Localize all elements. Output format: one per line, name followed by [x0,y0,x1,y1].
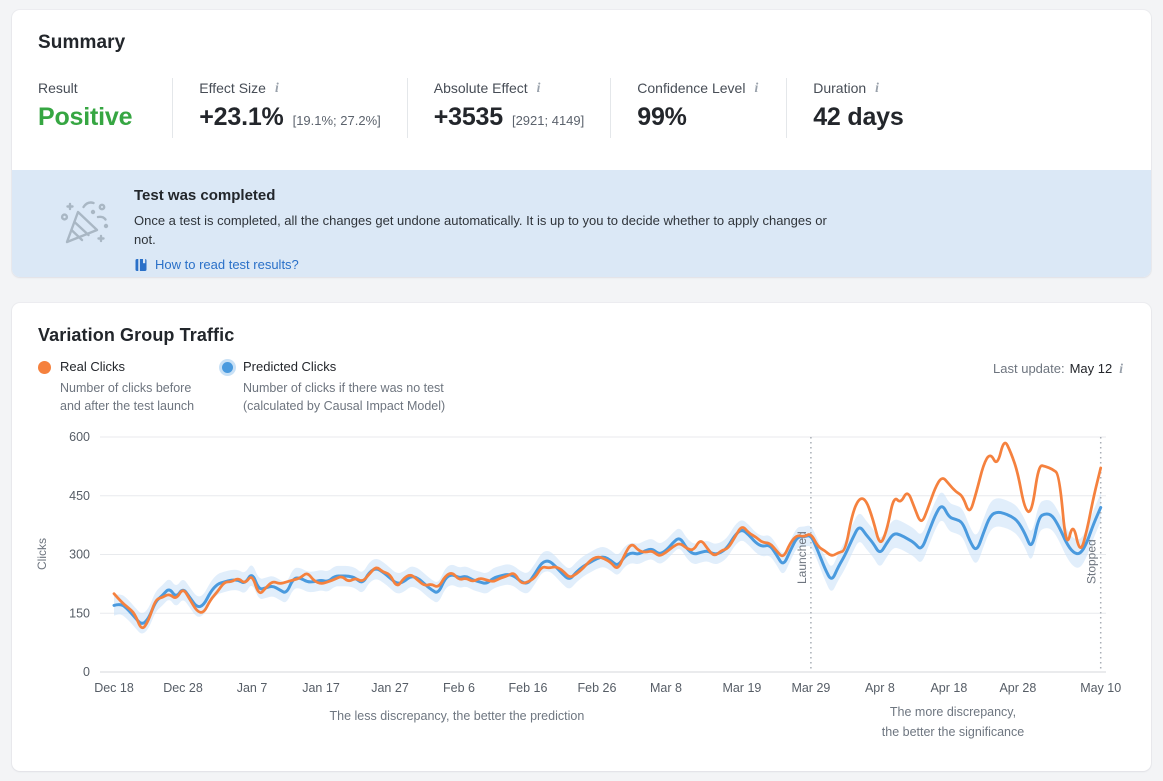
annotation-line: The more discrepancy, [890,705,1016,719]
metric-absolute-effect-value: +3535 [433,103,503,131]
summary-card: Summary Result Positive Effect Size i +2… [12,10,1151,277]
metric-effect-size: Effect Size i +23.1% [19.1%; 27.2%] [172,78,406,138]
metric-confidence-level-label: Confidence Level [637,80,746,96]
traffic-card: Variation Group Traffic Real Clicks Numb… [12,303,1151,771]
book-icon [135,258,147,271]
last-update-label: Last update: [993,361,1065,376]
metric-duration-value: 42 days [813,103,904,131]
metric-confidence-level: Confidence Level i 99% [610,78,786,138]
info-icon[interactable]: i [1119,360,1123,376]
metric-effect-size-value: +23.1% [199,103,284,131]
metric-duration-label: Duration [813,80,867,96]
legend-real-name: Real Clicks [60,359,126,374]
banner-text: Test was completed Once a test is comple… [134,187,839,272]
traffic-card-title: Variation Group Traffic [38,325,235,345]
y-tick-label: 150 [69,606,90,620]
real-line [112,441,1103,630]
x-tick-label: Dec 28 [163,681,203,695]
x-axis-labels: Dec 18 Dec 28 Jan 7 Jan 17 Jan 27 Feb 6 Feb 16… [94,681,1121,695]
x-tick-label: Dec 18 [94,681,134,695]
x-tick-label: Apr 18 [930,681,967,695]
banner-body: Once a test is completed, all the change… [134,213,827,247]
y-axis-title: Clicks [36,538,49,570]
legend-real-desc: Number of clicks before and after the te… [60,381,195,413]
predicted-clicks-dot-icon [222,362,233,373]
stopped-marker: Stopped [1085,437,1102,672]
x-tick-label: Jan 17 [302,681,340,695]
traffic-chart: 0 150 300 450 600 Clicks Launched Stopped Dec 18… [36,430,1121,739]
last-update-value: May 12 [1069,361,1113,376]
legend-predicted-name: Predicted Clicks [243,359,337,374]
metric-absolute-effect-ci: [2921; 4149] [511,113,585,128]
metric-duration: Duration i 42 days [786,78,929,138]
metric-absolute-effect: Absolute Effect i +3535 [2921; 4149] [406,78,611,138]
annotation-line: the better the significance [882,725,1024,739]
marker-label: Stopped [1085,539,1099,584]
x-tick-label: Mar 8 [650,681,682,695]
metric-result-label: Result [38,80,78,96]
info-icon[interactable]: i [274,80,279,96]
y-tick-label: 600 [69,430,90,444]
metric-effect-size-label: Effect Size [199,80,266,96]
x-tick-label: May 10 [1080,681,1121,695]
chart-legend: Real Clicks Number of clicks before and … [38,359,1125,415]
predicted-line [112,505,1103,625]
legend-item-real: Real Clicks Number of clicks before and … [38,359,218,415]
x-tick-label: Apr 28 [999,681,1036,695]
info-icon[interactable]: i [536,80,541,96]
summary-title: Summary [38,32,126,53]
annotation: The less discrepancy, the better the pre… [330,709,585,723]
info-icon[interactable]: i [875,80,879,96]
legend-item-predicted: Predicted Clicks Number of clicks if the… [218,359,478,415]
confidence-band [114,492,1101,634]
x-tick-label: Feb 16 [509,681,548,695]
metric-effect-size-ci: [19.1%; 27.2%] [292,113,381,128]
last-update: Last update: May 12 i [993,361,1125,376]
y-tick-label: 450 [69,489,90,503]
launched-marker: Launched [795,437,812,672]
annotation: The more discrepancy, the better the sign… [882,705,1024,739]
real-clicks-dot-icon [38,361,51,374]
how-to-read-link[interactable]: How to read test results? [155,257,299,272]
metric-result: Result Positive [38,78,172,138]
x-tick-label: Mar 19 [722,681,761,695]
summary-metrics: Result Positive Effect Size i +23.1% [19… [38,78,1125,138]
metric-absolute-effect-label: Absolute Effect [433,80,528,96]
x-tick-label: Feb 6 [443,681,475,695]
annotation-line: The less discrepancy, the better the pre… [330,709,585,723]
completion-banner: Test was completed Once a test is comple… [12,170,1151,277]
x-tick-label: Feb 26 [578,681,617,695]
x-tick-label: Apr 8 [865,681,895,695]
x-tick-label: Jan 27 [371,681,409,695]
metric-confidence-level-value: 99% [637,103,687,131]
banner-title: Test was completed [134,187,276,204]
metric-result-value: Positive [38,103,133,131]
x-tick-label: Mar 29 [791,681,830,695]
y-tick-label: 300 [69,548,90,562]
y-tick-label: 0 [83,665,90,679]
legend-predicted-desc: Number of clicks if there was no test (c… [243,381,446,413]
party-popper-icon [54,194,114,252]
info-icon[interactable]: i [754,80,759,96]
x-tick-label: Jan 7 [237,681,268,695]
marker-label: Launched [795,531,809,584]
